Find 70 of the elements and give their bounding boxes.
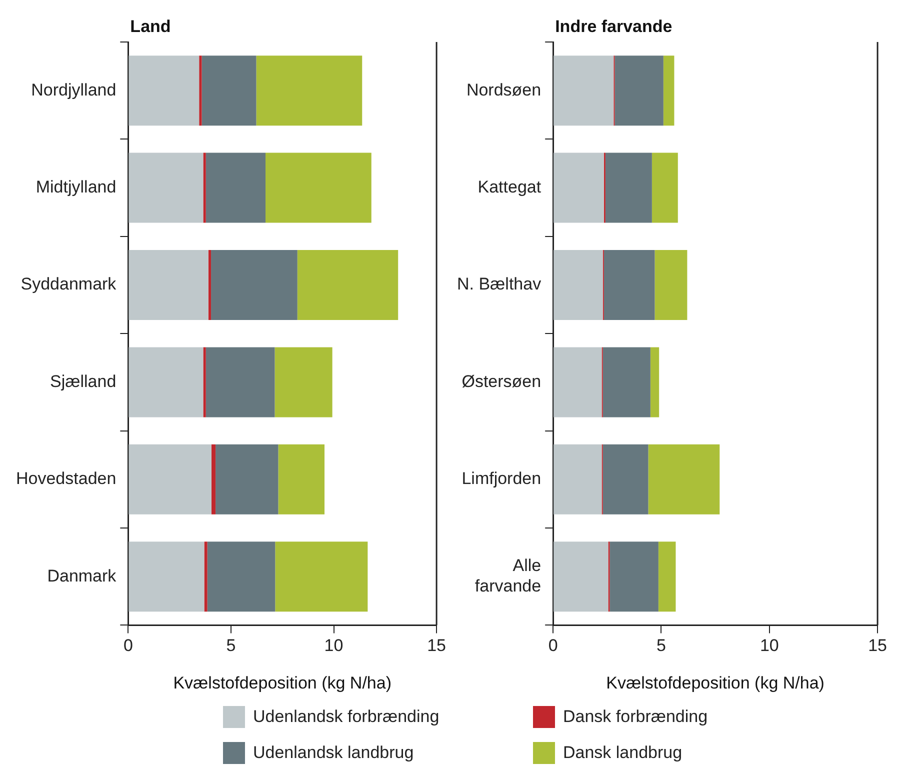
x-tick-label: 15 [868,636,888,656]
bar [610,542,658,612]
bar [605,152,652,223]
x-tick-label: 10 [324,636,344,656]
bar [602,444,648,514]
y-tick-label: Nordsøen [466,80,542,100]
bar [614,56,664,126]
bar [128,444,212,514]
x-tick-label: 0 [123,636,133,656]
x-tick-label: 5 [226,636,236,656]
bar [206,347,275,418]
x-axis-title: Kvælstofdeposition (kg N/ha) [606,673,824,692]
bar [554,542,608,612]
bar [204,542,208,612]
bar [278,444,325,514]
y-tick-label: Nordjylland [31,80,116,100]
x-tick-label: 5 [656,636,666,656]
bar [211,250,298,320]
bar [554,444,602,514]
bar [202,56,256,126]
bar [128,56,200,126]
bar [203,152,206,223]
legend-label: Dansk forbrænding [563,707,708,727]
bar [648,444,720,514]
bar [602,347,650,418]
bar [297,250,398,320]
bar [554,152,604,223]
bar [604,250,655,320]
bar [207,542,276,612]
legend-label: Udenlandsk landbrug [253,743,414,763]
bar [554,347,602,418]
chart-title: Land [130,17,171,36]
y-tick-label: N. Bælthav [456,274,542,294]
y-tick-label: Limfjorden [462,469,542,488]
y-tick-label: Sjælland [50,372,116,391]
x-tick-label: 15 [427,636,446,656]
y-tick-label: Østersøen [462,372,542,391]
bar [274,347,332,418]
y-tick-label: Danmark [47,566,117,586]
bar [128,347,204,418]
y-tick-label: Alle farvande [474,556,542,596]
bar [211,444,216,514]
y-tick-label: Kattegat [478,177,542,196]
legend-label: Udenlandsk forbrænding [253,707,440,727]
chart-title: Indre farvande [555,17,672,36]
bar [216,444,278,514]
y-tick-label: Midtjylland [36,177,116,196]
bar [128,152,204,223]
bar [652,152,678,223]
bar [128,250,208,320]
y-tick-label: Hovedstaden [16,469,116,488]
bar [199,56,202,126]
bar [266,152,372,223]
bar [128,542,204,612]
bar [554,250,603,320]
bar [275,542,368,612]
y-tick-label: Syddanmark [20,274,117,294]
bar [203,347,206,418]
bar [663,56,674,126]
x-tick-label: 10 [760,636,779,656]
x-axis-title: Kvælstofdeposition (kg N/ha) [173,673,392,692]
bar [658,542,676,612]
bar [256,56,362,126]
bar [208,250,212,320]
bar [554,56,614,126]
bar [650,347,660,418]
x-tick-label: 0 [548,636,558,656]
bar [654,250,688,320]
legend-label: Dansk landbrug [563,743,682,763]
bar [206,152,266,223]
